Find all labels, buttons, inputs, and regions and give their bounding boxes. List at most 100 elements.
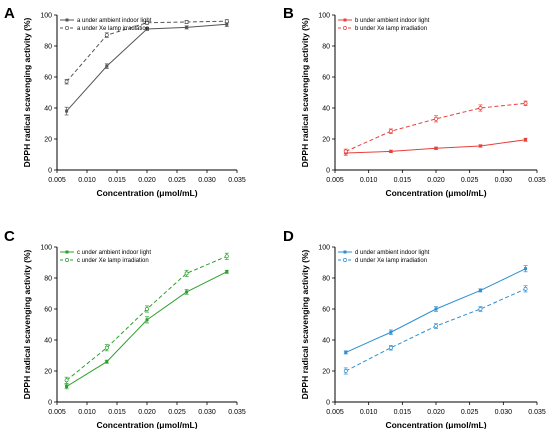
x-tick-label: 0.030 [198, 409, 216, 416]
y-axis-title: DPPH radical scavenging activity (%) [300, 249, 310, 399]
x-tick-label: 0.020 [138, 177, 156, 184]
x-tick-label: 0.005 [326, 409, 344, 416]
series-2 [64, 19, 229, 85]
legend-label: c under Xe lamp irradiation [77, 258, 149, 264]
series-line [66, 271, 228, 387]
x-axis-title: Concentration (μmol/mL) [385, 188, 486, 198]
y-tick-label: 60 [44, 75, 52, 82]
series-1 [64, 21, 229, 116]
y-tick-label: 40 [322, 106, 330, 113]
data-point [225, 270, 229, 274]
data-point [224, 254, 229, 259]
panel-label: B [283, 5, 294, 22]
data-point [388, 345, 393, 350]
x-tick-label: 0.030 [198, 177, 216, 184]
data-point [434, 116, 438, 121]
x-tick-label: 0.010 [78, 409, 96, 416]
data-point [145, 27, 149, 31]
x-tick-label: 0.015 [108, 409, 126, 416]
legend-label: c under ambient indoor light [77, 250, 151, 256]
series-line [66, 20, 227, 82]
x-tick-label: 0.020 [427, 177, 445, 184]
series-1 [343, 137, 528, 156]
data-point [104, 33, 109, 38]
data-point [389, 330, 393, 334]
x-tick-label: 0.005 [48, 409, 66, 416]
x-tick-label: 0.010 [360, 177, 378, 184]
panel-a: A 0 20 40 60 80 100 0.005 0.010 0.015 0.020 0.025 0.… [4, 5, 246, 198]
legend-marker [343, 26, 347, 30]
y-tick-label: 40 [322, 338, 330, 345]
y-tick-label: 100 [318, 245, 330, 252]
data-point [105, 64, 109, 68]
legend: a under ambient indoor light a under Xe l… [60, 18, 152, 32]
series-2 [64, 252, 229, 384]
data-point [434, 146, 438, 150]
series-line [66, 23, 227, 112]
y-tick-label: 100 [318, 13, 330, 20]
series-line [345, 102, 526, 152]
legend-label: b under Xe lamp irradiation [355, 26, 427, 32]
x-axis-title: Concentration (μmol/mL) [385, 420, 486, 429]
data-point [184, 271, 189, 276]
y-axis-title: DPPH radical scavenging activity (%) [22, 249, 32, 399]
series-line [345, 288, 526, 372]
y-axis-title: DPPH radical scavenging activity (%) [22, 17, 32, 167]
legend-marker [343, 18, 347, 22]
x-tick-label: 0.025 [461, 177, 479, 184]
y-tick-label: 80 [44, 276, 52, 283]
data-point [145, 318, 149, 322]
data-point [104, 345, 109, 350]
y-axis-title: DPPH radical scavenging activity (%) [300, 17, 310, 167]
y-tick-label: 20 [322, 369, 330, 376]
data-point [184, 20, 189, 24]
data-point [434, 324, 438, 328]
x-tick-label: 0.030 [495, 409, 513, 416]
series-2 [343, 285, 528, 375]
y-tick-label: 0 [48, 168, 52, 175]
legend: d under ambient indoor light d under Xe l… [338, 250, 430, 264]
data-point [343, 149, 348, 154]
y-tick-label: 20 [44, 369, 52, 376]
legend-label: d under ambient indoor light [355, 250, 430, 256]
x-tick-label: 0.035 [528, 177, 546, 184]
panel-c: C 0 20 40 60 80 100 0.005 0.010 0.015 0.020 0.025 0.… [4, 228, 246, 429]
legend-marker [65, 26, 69, 30]
legend-marker [65, 18, 69, 22]
data-point [185, 25, 189, 29]
x-tick-label: 0.035 [228, 177, 246, 184]
legend-label: a under Xe lamp irradiation [77, 26, 149, 32]
legend: c under ambient indoor light c under Xe l… [60, 250, 151, 264]
data-point [478, 106, 483, 110]
data-point [434, 307, 438, 311]
x-tick-label: 0.020 [138, 409, 156, 416]
data-point [524, 267, 528, 271]
x-tick-label: 0.025 [461, 409, 479, 416]
legend-label: a under ambient indoor light [77, 18, 152, 24]
y-tick-label: 20 [322, 137, 330, 144]
x-tick-label: 0.025 [168, 409, 186, 416]
series-1 [64, 269, 229, 390]
y-tick-label: 0 [48, 400, 52, 407]
data-point [185, 290, 189, 294]
y-tick-label: 100 [40, 245, 52, 252]
data-point [145, 20, 149, 25]
series-2 [343, 100, 528, 155]
legend-marker [343, 250, 347, 254]
y-tick-label: 40 [44, 338, 52, 345]
x-tick-label: 0.035 [528, 409, 546, 416]
panel-label: A [4, 5, 15, 22]
panel-label: D [283, 228, 294, 245]
x-tick-label: 0.020 [427, 409, 445, 416]
x-tick-label: 0.015 [394, 177, 412, 184]
data-point [64, 378, 69, 383]
data-point [65, 109, 69, 113]
series-1 [343, 265, 528, 355]
legend-marker [65, 258, 69, 262]
x-tick-label: 0.025 [168, 177, 186, 184]
data-point [523, 286, 528, 291]
panel-b: B 0 20 40 60 80 100 0.005 0.010 0.015 0.020 0.025 0.… [283, 5, 546, 198]
panel-label: C [4, 228, 15, 245]
data-point [478, 307, 483, 311]
